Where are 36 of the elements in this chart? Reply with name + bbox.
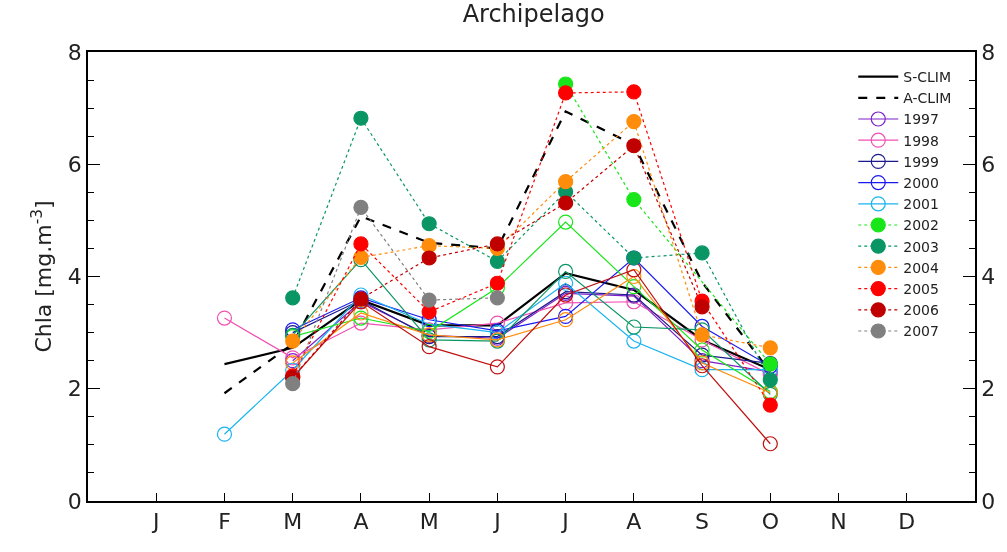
legend-label: 1997 [903, 111, 939, 128]
legend-label: 2006 [903, 302, 939, 319]
legend-label: 2001 [903, 196, 939, 213]
x-tick-label: M [419, 509, 439, 535]
x-tick-label: M [283, 509, 303, 535]
x-tick-label: J [560, 509, 569, 535]
y-tick-label: 6 [67, 151, 82, 177]
legend-label: 2004 [903, 259, 939, 276]
y2-tick-label: 6 [981, 151, 996, 177]
x-tick-label: D [898, 509, 916, 535]
legend-label: 2000 [903, 175, 939, 192]
y-tick-label: 2 [67, 376, 82, 402]
y-tick-label: 0 [67, 488, 82, 514]
x-tick-label: S [695, 509, 710, 535]
x-tick-label: A [353, 509, 369, 535]
x-tick-label: F [218, 509, 231, 535]
legend-label: A-CLIM [903, 90, 952, 107]
legend-label: 1999 [903, 153, 939, 170]
y-tick-label: 8 [67, 39, 82, 65]
x-tick-label: J [492, 509, 501, 535]
legend-label: 2003 [903, 238, 939, 255]
legend-label: 1998 [903, 132, 939, 149]
y2-tick-label: 8 [981, 39, 996, 65]
legend-label: 2005 [903, 281, 939, 298]
x-tick-label: N [830, 509, 847, 535]
y-tick-label: 4 [67, 264, 82, 290]
legend-label: S-CLIM [903, 69, 951, 86]
x-tick-label: J [150, 509, 160, 535]
x-tick-label: A [626, 509, 642, 535]
legend-label: 2002 [903, 217, 939, 234]
legend-label: 2007 [903, 323, 939, 340]
y2-tick-label: 0 [981, 488, 996, 514]
x-tick-label: O [761, 509, 779, 535]
chart-title: Archipelago [462, 0, 605, 29]
y2-tick-label: 4 [981, 264, 996, 290]
y2-tick-label: 2 [981, 376, 996, 402]
